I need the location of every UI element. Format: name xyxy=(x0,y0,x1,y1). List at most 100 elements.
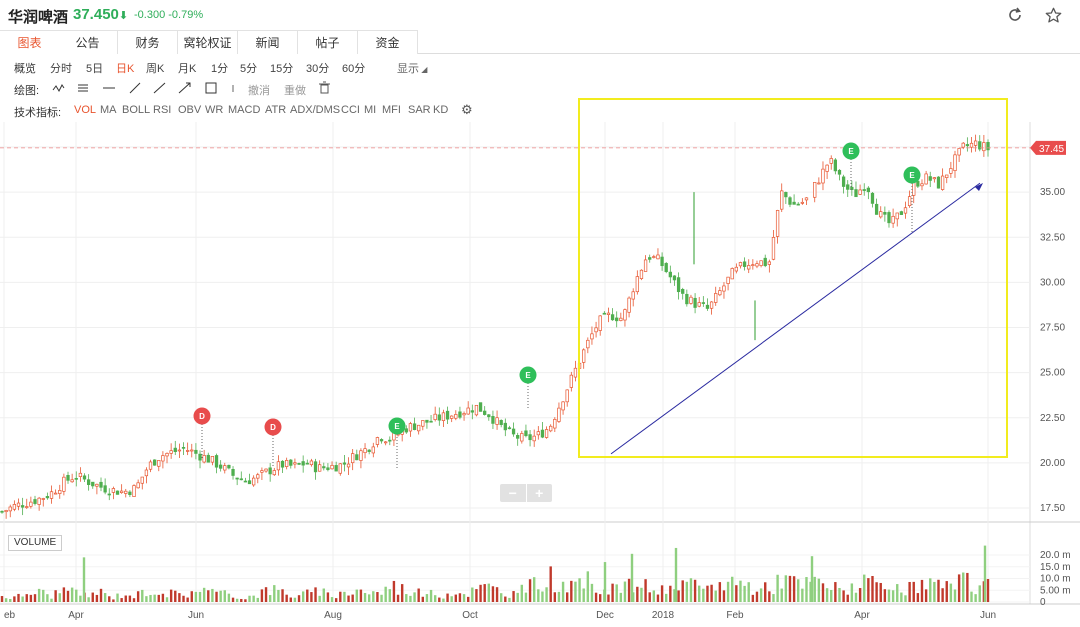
indicator-atr[interactable]: ATR xyxy=(265,104,287,116)
star-icon[interactable] xyxy=(1042,4,1064,26)
ray-tool-icon[interactable] xyxy=(153,82,166,94)
volume-bar xyxy=(466,596,470,602)
period-7[interactable]: 15分 xyxy=(270,63,294,75)
tab-funds[interactable]: 资金 xyxy=(358,30,418,54)
indicator-mfi[interactable]: MFI xyxy=(382,104,401,116)
volume-bar xyxy=(854,592,858,602)
tab-chart[interactable]: 图表 xyxy=(0,30,60,54)
indicator-boll[interactable]: BOLL xyxy=(122,104,151,116)
candle-body xyxy=(718,290,722,296)
volume-bar-spike xyxy=(82,557,86,602)
earnings-event-icon xyxy=(388,417,406,435)
arrow-line-tool-icon[interactable] xyxy=(178,82,191,94)
tab-announcements[interactable]: 公告 xyxy=(58,30,118,54)
period-8[interactable]: 30分 xyxy=(306,63,330,75)
volume-bar xyxy=(91,592,94,602)
indicator-kd[interactable]: KD xyxy=(433,104,449,116)
volume-bar xyxy=(149,594,152,602)
candle-body xyxy=(973,140,978,146)
candle-body xyxy=(470,410,474,413)
volume-bar xyxy=(718,582,722,602)
zoom-in-button[interactable]: + xyxy=(535,485,544,501)
volume-bar xyxy=(623,581,627,602)
candle-body xyxy=(392,432,396,441)
tab-financials[interactable]: 财务 xyxy=(118,30,178,54)
volume-bar xyxy=(842,590,845,602)
period-6[interactable]: 5分 xyxy=(240,63,258,75)
undo-button[interactable]: 撤消 xyxy=(248,85,270,97)
trash-icon[interactable] xyxy=(319,81,330,94)
rectangle-tool-icon[interactable] xyxy=(205,82,217,94)
candle-body xyxy=(846,184,850,190)
volume-bar xyxy=(508,597,511,602)
display-dropdown[interactable]: 显示 ◢ xyxy=(397,63,428,75)
candle-body xyxy=(734,266,738,272)
refresh-icon[interactable] xyxy=(1004,4,1026,26)
indicator-wr[interactable]: WR xyxy=(205,104,224,116)
candle-body xyxy=(128,491,132,495)
volume-bar xyxy=(75,589,78,602)
indicator-adx-dms[interactable]: ADX/DMS xyxy=(290,104,341,116)
volume-bar xyxy=(198,591,202,602)
volume-bar xyxy=(487,583,491,602)
tab-warrants[interactable]: 窝轮权证 xyxy=(178,30,238,54)
candle-body xyxy=(697,302,701,307)
volume-bar xyxy=(79,595,82,602)
gear-icon[interactable]: ⚙ xyxy=(461,102,473,117)
segment-tool-icon[interactable] xyxy=(129,82,141,94)
indicator-sar[interactable]: SAR xyxy=(408,104,431,116)
period-5[interactable]: 1分 xyxy=(211,63,229,75)
period-9[interactable]: 60分 xyxy=(342,63,366,75)
redo-button[interactable]: 重做 xyxy=(284,85,306,97)
horizontal-lines-tool-icon[interactable] xyxy=(78,84,88,92)
overview-label[interactable]: 概览 xyxy=(14,63,36,75)
volume-bar xyxy=(29,594,33,602)
time-tick-label: Jun xyxy=(980,610,996,621)
candle-body xyxy=(429,420,433,423)
candle-body xyxy=(907,196,912,207)
time-tick-label: Aug xyxy=(324,610,342,621)
volume-bar xyxy=(0,596,4,602)
volume-bar xyxy=(244,599,247,602)
volume-bar xyxy=(223,590,226,602)
candle-body xyxy=(388,439,392,442)
indicator-rsi[interactable]: RSI xyxy=(153,104,172,116)
candle-body xyxy=(660,256,664,267)
volume-bar xyxy=(54,590,57,602)
candle-body xyxy=(412,423,417,431)
candle-body xyxy=(185,450,190,452)
indicator-obv[interactable]: OBV xyxy=(178,104,202,116)
candle-body xyxy=(582,349,586,363)
zoom-out-button[interactable]: − xyxy=(508,485,517,501)
candle-body xyxy=(214,455,219,468)
candle-body xyxy=(961,142,965,148)
volume-bar xyxy=(219,590,222,602)
period-4[interactable]: 月K xyxy=(178,63,197,75)
volume-bar xyxy=(433,595,437,602)
tab-posts[interactable]: 帖子 xyxy=(298,30,358,54)
candle-body xyxy=(227,464,231,469)
tab-news[interactable]: 新闻 xyxy=(238,30,298,54)
period-3[interactable]: 周K xyxy=(146,63,165,75)
period-0[interactable]: 分时 xyxy=(50,63,72,75)
volume-bar xyxy=(957,574,961,602)
period-1[interactable]: 5日 xyxy=(86,63,104,75)
candle-body xyxy=(619,317,623,321)
volume-bar xyxy=(504,596,507,602)
volume-bar xyxy=(759,588,763,602)
indicator-vol[interactable]: VOL xyxy=(74,104,97,116)
volume-bar xyxy=(388,589,391,602)
price-tick-label: 35.00 xyxy=(1040,187,1065,198)
polyline-tool-icon[interactable] xyxy=(52,84,65,93)
period-2[interactable]: 日K xyxy=(116,63,135,75)
candle-body xyxy=(763,257,767,267)
indicator-mi[interactable]: MI xyxy=(364,104,377,116)
indicator-ma[interactable]: MA xyxy=(100,104,117,116)
volume-bar xyxy=(648,592,651,602)
indicator-cci[interactable]: CCI xyxy=(341,104,360,116)
volume-bar xyxy=(190,591,193,602)
volume-bar xyxy=(479,584,482,602)
price-tick-label: 22.50 xyxy=(1040,413,1065,424)
volume-bar xyxy=(293,597,297,602)
indicator-macd[interactable]: MACD xyxy=(228,104,261,116)
